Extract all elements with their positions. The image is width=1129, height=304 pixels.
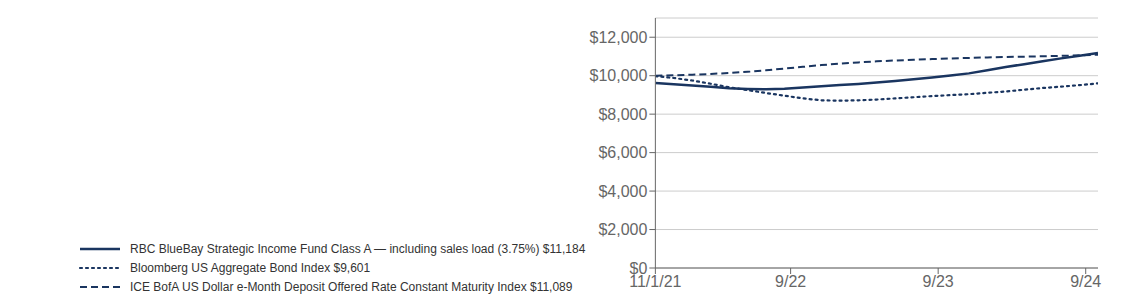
html-text:RBC BlueBay Strategic Income F: RBC BlueBay Strategic Income Fund Class … bbox=[130, 241, 586, 256]
svg-text:$6,000: $6,000 bbox=[598, 144, 647, 161]
svg-text:$8,000: $8,000 bbox=[598, 106, 647, 123]
svg-text:$2,000: $2,000 bbox=[598, 221, 647, 238]
html-text:Bloomberg US Aggregate Bond In: Bloomberg US Aggregate Bond Index $9,601 bbox=[130, 260, 371, 275]
svg-text:11/1/21: 11/1/21 bbox=[629, 273, 682, 291]
svg-text:$0: $0 bbox=[630, 260, 648, 277]
svg-text:$12,000: $12,000 bbox=[590, 29, 648, 46]
svg-text:9/24: 9/24 bbox=[1070, 273, 1101, 290]
svg-text:$4,000: $4,000 bbox=[598, 183, 647, 200]
svg-text:9/22: 9/22 bbox=[775, 273, 806, 290]
svg-text:$10,000: $10,000 bbox=[590, 67, 648, 84]
svg-text:9/23: 9/23 bbox=[923, 273, 954, 290]
html-text:ICE BofA US Dollar e-Month Dep: ICE BofA US Dollar e-Month Deposit Offer… bbox=[130, 279, 573, 294]
